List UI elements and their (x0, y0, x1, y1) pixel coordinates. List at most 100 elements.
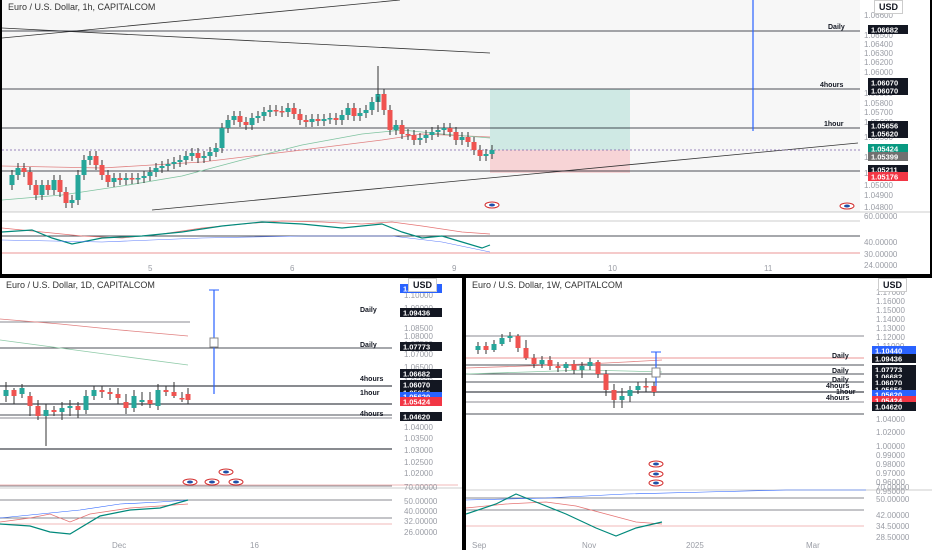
price-tag (872, 385, 916, 394)
candle-body (63, 192, 69, 203)
price-tick-label: 1.06000 (864, 68, 893, 77)
symbol-title[interactable]: Euro / U.S. Dollar, 1h, CAPITALCOM (8, 2, 156, 12)
price-tag-label: 1.06070 (871, 87, 898, 96)
candle-body (363, 110, 369, 113)
level-label: 1hour (824, 121, 844, 128)
candle-body (179, 398, 185, 400)
time-axis-label: Nov (582, 541, 596, 550)
candle-body (189, 153, 195, 156)
candle-body (345, 108, 351, 115)
candle-body (279, 111, 285, 113)
candle-body (129, 178, 135, 180)
candle-body (87, 156, 93, 160)
level-label: Daily (832, 353, 849, 360)
price-tick-label: 70.00000 (876, 483, 910, 492)
price-tick-label: 1.14000 (876, 315, 905, 324)
candle-body (155, 390, 161, 406)
price-tick-label: 60.00000 (864, 212, 898, 221)
candle-body (417, 138, 423, 140)
price-tag-label: 1.06682 (403, 370, 430, 379)
chart-area (2, 0, 860, 212)
price-tick-label: 1.06400 (864, 40, 893, 49)
price-tick-label: 32.00000 (404, 517, 438, 526)
osc-main (0, 499, 189, 535)
osc-line (466, 489, 866, 501)
chart-canvas-1d[interactable]: 1.100001.090001.085001.080001.075001.070… (0, 278, 462, 550)
chart-canvas-1w[interactable]: 1.170001.160001.150001.140001.130001.120… (466, 278, 932, 550)
time-axis-label: Sep (472, 541, 487, 550)
currency-button[interactable]: USD (874, 0, 904, 14)
chart-pane-1d[interactable]: 1.100001.090001.085001.080001.075001.070… (0, 278, 462, 550)
candle-body (309, 119, 315, 122)
candle-body (587, 362, 593, 366)
price-tag-label: 1.04620 (403, 413, 430, 422)
event-marker-icon (844, 204, 850, 208)
chart-pane-1h[interactable]: 1.06600 1.06500 1.06400 1.06300 1.06200 1.060… (2, 0, 930, 274)
candle-body (465, 137, 471, 142)
candle-body (453, 132, 459, 140)
price-tag-label: 1.05399 (871, 153, 898, 162)
candle-body (303, 120, 309, 122)
price-tick-label: 24.00000 (864, 261, 898, 270)
price-tick-label: 1.12000 (876, 333, 905, 342)
price-tag (400, 380, 442, 389)
time-axis-label: 10 (608, 264, 617, 273)
osc-line (0, 499, 189, 519)
osc-main (2, 221, 491, 249)
candle-body (163, 390, 169, 392)
candle-body (81, 160, 87, 175)
price-tag-label: 1.06682 (871, 26, 898, 35)
candle-body (105, 175, 111, 182)
price-tick-label: 1.03000 (404, 446, 433, 455)
stop-loss-zone (490, 150, 630, 173)
ma-green (2, 129, 491, 201)
chart-canvas-1h[interactable]: 1.066001.065001.064001.063001.062001.060… (2, 0, 930, 274)
candle-body (507, 336, 513, 338)
price-tick-label: 1.04900 (864, 191, 893, 200)
symbol-title[interactable]: Euro / U.S. Dollar, 1D, CAPITALCOM (6, 280, 155, 290)
price-tag-label: 1.06070 (875, 379, 902, 388)
price-tag-label: 1.04620 (875, 403, 902, 412)
level-label: 4hours (360, 411, 383, 418)
price-tick-label: 1.04800 (864, 203, 893, 212)
candle-body (459, 137, 465, 140)
candle-body (165, 164, 171, 166)
price-tag-label: 1.05424 (403, 398, 431, 407)
currency-button[interactable]: USD (878, 278, 908, 292)
candle-body (339, 115, 345, 120)
candle-body (177, 160, 183, 162)
candle-body (99, 165, 105, 175)
price-tick-label: 1.06200 (864, 58, 893, 67)
currency-button[interactable]: USD (408, 278, 438, 292)
candle-body (405, 134, 411, 136)
price-tick-label: 1.04000 (876, 415, 905, 424)
price-tag (868, 25, 908, 34)
price-tag (872, 402, 916, 411)
candle-body (643, 386, 649, 388)
osc-signal (0, 503, 189, 523)
level-label: 1hour (360, 390, 380, 397)
price-tick-label: 28.50000 (876, 533, 910, 542)
candle-body (35, 406, 41, 416)
symbol-title[interactable]: Euro / U.S. Dollar, 1W, CAPITALCOM (472, 280, 623, 290)
candle-body (261, 112, 267, 116)
event-marker-icon (233, 480, 239, 484)
time-axis-label: 2025 (686, 541, 704, 550)
chart-pane-1w[interactable]: 1.17000 1.16000 1.15000 1.14000 1.13000 1.120… (466, 278, 932, 550)
candle-body (539, 360, 545, 364)
event-marker-icon (489, 203, 495, 207)
candle-body (477, 150, 483, 156)
candle-body (243, 122, 249, 125)
price-tag (400, 342, 442, 351)
price-tag-label: 1.05211 (871, 166, 898, 175)
candle-body (447, 128, 453, 132)
price-tag (872, 354, 916, 363)
price-tag (400, 369, 442, 378)
price-tag (868, 144, 908, 153)
price-tick-label: 0.98000 (876, 460, 905, 469)
candle-body (185, 394, 191, 400)
event-marker-icon (187, 480, 193, 484)
price-tick-label: 1.05000 (864, 181, 893, 190)
candle-body (273, 110, 279, 112)
candle-body (483, 346, 489, 350)
